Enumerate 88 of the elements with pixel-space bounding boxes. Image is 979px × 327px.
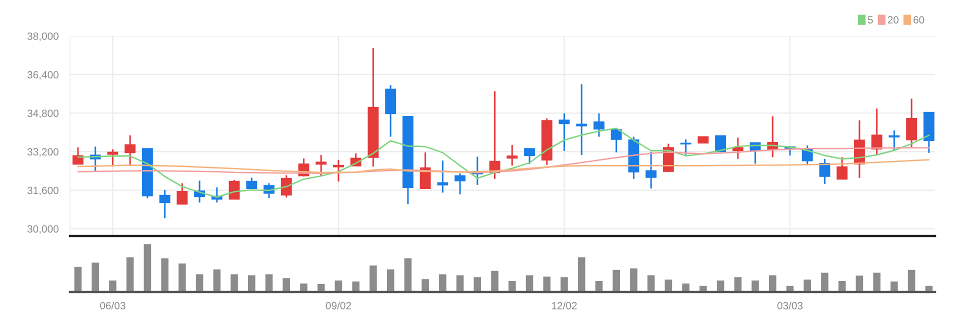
bar xyxy=(246,274,257,292)
candlestick xyxy=(454,172,466,196)
candlestick xyxy=(906,98,918,148)
bar xyxy=(750,279,760,292)
bar xyxy=(854,274,864,292)
candlestick xyxy=(646,151,657,190)
bar xyxy=(386,268,396,292)
candlestick xyxy=(159,189,170,219)
candlestick xyxy=(593,112,604,138)
candlestick xyxy=(420,152,431,190)
bar xyxy=(768,274,778,292)
candlestick xyxy=(437,160,448,194)
bar xyxy=(507,280,518,292)
bar xyxy=(72,266,84,292)
bar xyxy=(646,274,656,292)
bar xyxy=(820,271,830,292)
candlestick xyxy=(732,136,744,160)
candlestick xyxy=(246,176,258,190)
bar xyxy=(559,276,570,292)
legend-label: 5 xyxy=(868,16,873,24)
candlestick xyxy=(888,130,900,152)
x-tick-label: 03/03 xyxy=(777,302,803,310)
legend-label: 20 xyxy=(888,16,899,24)
candlestick xyxy=(124,134,136,167)
bar xyxy=(142,242,152,292)
candlestick xyxy=(610,128,622,154)
bar xyxy=(872,271,882,292)
bar xyxy=(837,280,848,292)
candlestick xyxy=(836,156,848,180)
bar xyxy=(628,267,639,292)
candlestick xyxy=(333,159,344,182)
y-tick-label: 34,800 xyxy=(27,110,58,118)
bar xyxy=(542,275,552,292)
y-tick-label: 36,400 xyxy=(27,71,58,80)
bar xyxy=(316,282,326,292)
candlestick xyxy=(576,83,588,156)
bar xyxy=(229,272,240,292)
candlestick xyxy=(871,108,882,156)
x-tick-label: 06/03 xyxy=(100,302,126,310)
bar xyxy=(680,282,691,292)
y-tick-label: 31,600 xyxy=(27,186,58,196)
bar xyxy=(194,272,205,292)
bar xyxy=(438,272,448,292)
bar xyxy=(368,264,378,292)
y-tick-label: 33,200 xyxy=(27,148,58,157)
bar xyxy=(160,256,170,292)
candlestick xyxy=(176,182,188,205)
y-tick-label: 30,000 xyxy=(27,225,58,234)
bar xyxy=(108,279,118,292)
candlestick xyxy=(316,154,327,177)
bar xyxy=(125,256,136,292)
bar xyxy=(732,276,743,292)
bar xyxy=(298,282,309,292)
bar xyxy=(889,280,900,292)
bar xyxy=(906,268,917,292)
bar xyxy=(333,279,344,292)
bar xyxy=(264,272,274,292)
candlestick xyxy=(72,146,84,165)
bar xyxy=(350,280,361,292)
bar xyxy=(802,278,812,292)
candlestick xyxy=(385,84,396,138)
x-tick-label: 12/02 xyxy=(552,302,577,310)
bar xyxy=(663,278,674,292)
candlestick xyxy=(524,148,535,165)
candlestick xyxy=(228,179,240,200)
y-tick-label: 38,000 xyxy=(27,32,58,42)
bar xyxy=(402,256,413,292)
candlestick xyxy=(802,144,813,166)
candlestick xyxy=(280,174,292,198)
candlestick xyxy=(680,138,692,156)
legend-label: 60 xyxy=(914,16,924,24)
bar xyxy=(611,268,622,292)
x-tick-label: 09/02 xyxy=(326,302,351,310)
bar xyxy=(524,274,535,292)
bar xyxy=(177,262,188,292)
candlestick xyxy=(558,112,570,152)
bar xyxy=(281,276,292,292)
bar xyxy=(594,280,604,292)
candlestick xyxy=(506,144,518,166)
bar xyxy=(472,276,482,292)
candlestick xyxy=(107,148,118,168)
bar xyxy=(90,261,100,292)
bar xyxy=(715,279,726,292)
bar xyxy=(212,268,222,292)
bar xyxy=(576,256,587,292)
bar xyxy=(420,278,430,292)
bar xyxy=(455,274,466,292)
bar xyxy=(490,269,500,292)
